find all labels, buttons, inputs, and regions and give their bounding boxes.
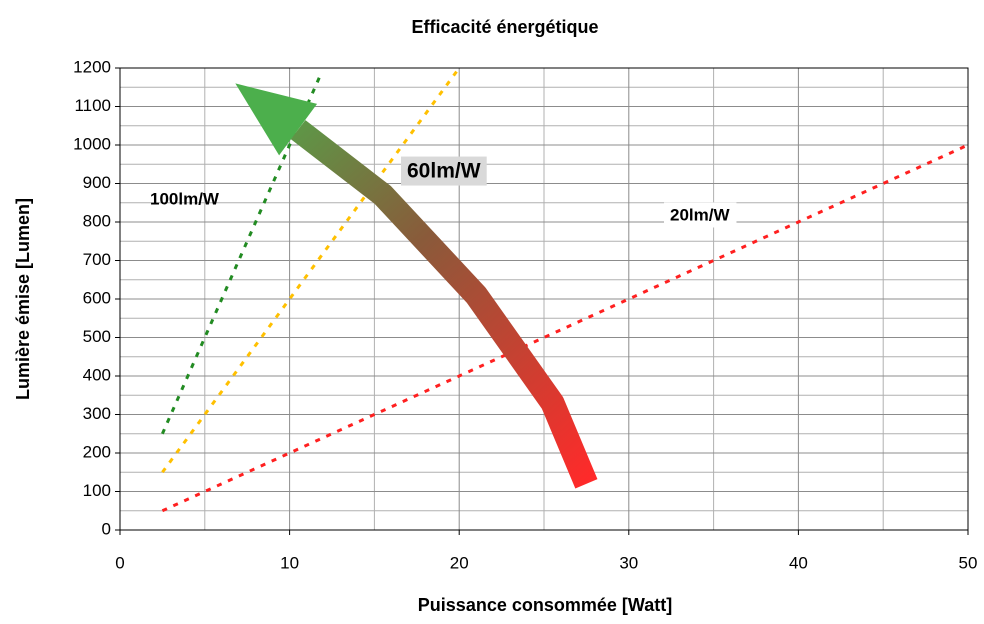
x-axis-label: Puissance consommée [Watt] [418,595,672,615]
y-tick-label: 200 [83,442,111,461]
y-tick-label: 400 [83,365,111,384]
x-tick-label: 40 [789,553,808,572]
y-tick-label: 1000 [73,134,111,153]
x-tick-label: 50 [959,553,978,572]
y-tick-label: 300 [83,404,111,423]
chart: Efficacité énergétique Puissance consomm… [0,0,984,619]
series-label: 100lm/W [150,189,220,208]
y-tick-label: 1200 [73,57,111,76]
series-label: 20lm/W [670,205,730,224]
y-tick-label: 800 [83,211,111,230]
y-tick-label: 700 [83,250,111,269]
x-tick-label: 10 [280,553,299,572]
series-label: 60lm/W [407,160,481,183]
y-tick-label: 500 [83,327,111,346]
x-tick-label: 20 [450,553,469,572]
y-axis-label: Lumière émise [Lumen] [13,198,33,400]
y-tick-label: 600 [83,288,111,307]
y-tick-label: 0 [102,519,111,538]
y-tick-label: 900 [83,173,111,192]
y-tick-label: 1100 [74,96,111,115]
x-tick-label: 30 [619,553,638,572]
chart-title: Efficacité énergétique [411,17,598,37]
y-tick-label: 100 [83,481,111,500]
x-tick-label: 0 [115,553,124,572]
